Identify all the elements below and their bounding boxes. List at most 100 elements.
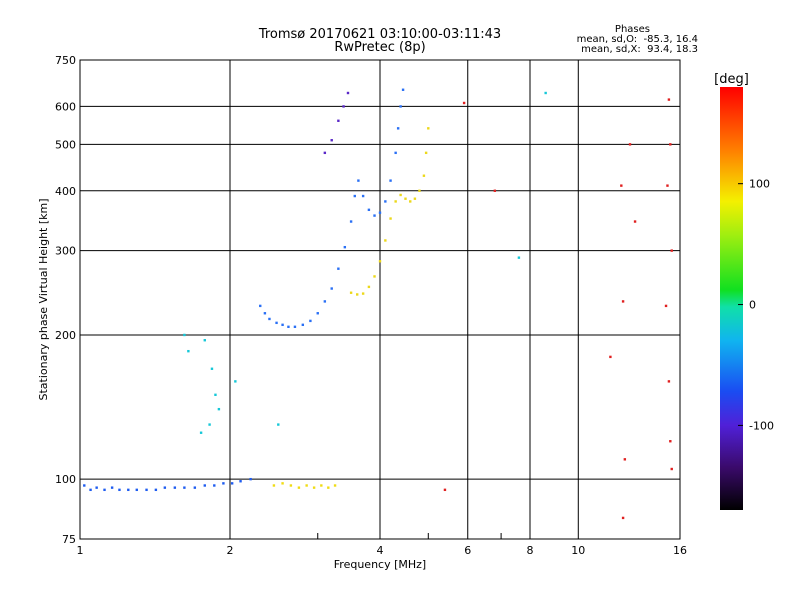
data-point: [208, 423, 211, 426]
data-point: [666, 184, 669, 187]
data-point: [337, 267, 340, 270]
data-point: [384, 239, 387, 242]
data-point: [203, 339, 206, 342]
data-point: [621, 516, 625, 520]
data-point: [394, 151, 397, 155]
data-point: [667, 98, 671, 101]
data-point: [355, 293, 359, 296]
data-point: [301, 323, 305, 327]
data-point: [384, 200, 387, 203]
data-point: [361, 194, 365, 198]
x-tick-label: 6: [464, 544, 471, 557]
data-points: [83, 88, 673, 520]
colorbar: [720, 87, 743, 510]
data-point: [349, 220, 353, 223]
data-point: [367, 208, 371, 212]
data-point: [353, 194, 356, 198]
data-point: [259, 304, 262, 308]
x-axis-label: Frequency [MHz]: [334, 558, 426, 571]
data-point: [399, 105, 402, 108]
colorbar-tick-label: -100: [749, 419, 774, 432]
data-point: [239, 480, 242, 483]
data-point: [396, 127, 400, 130]
x-tick-label: 16: [673, 544, 687, 557]
data-point: [234, 380, 237, 383]
y-tick-label: 75: [62, 533, 76, 546]
data-point: [118, 488, 121, 492]
data-point: [320, 484, 323, 487]
x-tick-label: 8: [527, 544, 534, 557]
data-point: [544, 91, 547, 95]
data-point: [517, 256, 521, 259]
data-point: [289, 484, 293, 487]
data-point: [199, 431, 203, 434]
data-point: [427, 127, 430, 130]
data-point: [401, 88, 405, 91]
data-point: [670, 467, 673, 471]
data-point: [343, 245, 347, 249]
grid-lines: [80, 60, 680, 539]
y-tick-label: 600: [55, 100, 76, 113]
data-point: [145, 488, 148, 492]
data-point: [333, 484, 337, 487]
data-point: [418, 189, 421, 192]
y-tick-label: 500: [55, 138, 76, 151]
data-point: [110, 486, 114, 489]
chart-title: Tromsø 20170621 03:10:00-03:11:43: [258, 27, 502, 42]
data-point: [623, 458, 627, 461]
data-point: [272, 484, 276, 487]
data-point: [312, 486, 316, 489]
data-point: [394, 200, 397, 203]
data-point: [293, 325, 297, 329]
data-point: [95, 486, 98, 489]
phase-stats-o: mean, sd,O: -85.3, 16.4: [576, 34, 698, 45]
data-point: [493, 189, 497, 192]
data-point: [323, 300, 327, 303]
data-point: [281, 482, 284, 485]
colorbar-tick-label: 100: [749, 178, 770, 191]
data-point: [409, 200, 412, 203]
y-axis-label: Stationary phase Virtual Height [km]: [37, 198, 50, 400]
data-point: [316, 312, 319, 315]
data-point: [389, 179, 392, 182]
data-point: [135, 488, 138, 492]
data-point: [609, 355, 612, 359]
y-tick-label: 750: [55, 54, 76, 67]
data-point: [378, 211, 382, 214]
x-tick-label: 10: [571, 544, 585, 557]
x-tick-label: 1: [77, 544, 84, 557]
data-point: [361, 292, 365, 295]
y-tick-label: 400: [55, 185, 76, 198]
phase-stats-x: mean, sd,X: 93.4, 18.3: [581, 44, 698, 55]
data-point: [309, 319, 312, 323]
phase-stats-heading: Phases: [614, 24, 650, 35]
data-point: [210, 367, 214, 370]
data-point: [670, 249, 673, 252]
data-point: [203, 484, 206, 487]
data-point: [422, 174, 426, 177]
data-point: [330, 287, 333, 290]
data-point: [127, 488, 130, 492]
data-point: [399, 193, 402, 197]
data-point: [187, 349, 190, 353]
data-point: [281, 323, 284, 327]
data-point: [346, 91, 350, 95]
data-point: [367, 285, 371, 289]
data-point: [217, 407, 221, 411]
data-point: [275, 321, 278, 325]
data-point: [669, 143, 672, 146]
data-point: [83, 484, 86, 487]
data-point: [349, 291, 353, 294]
data-point: [183, 486, 186, 489]
y-tick-label: 300: [55, 245, 76, 258]
data-point: [424, 151, 428, 155]
data-point: [268, 317, 271, 321]
data-point: [357, 179, 360, 182]
data-point: [263, 312, 267, 315]
data-point: [628, 143, 632, 146]
data-point: [342, 105, 345, 108]
chart-subtitle: RwPretec (8p): [334, 40, 426, 55]
data-point: [173, 486, 177, 489]
data-point: [287, 325, 290, 329]
